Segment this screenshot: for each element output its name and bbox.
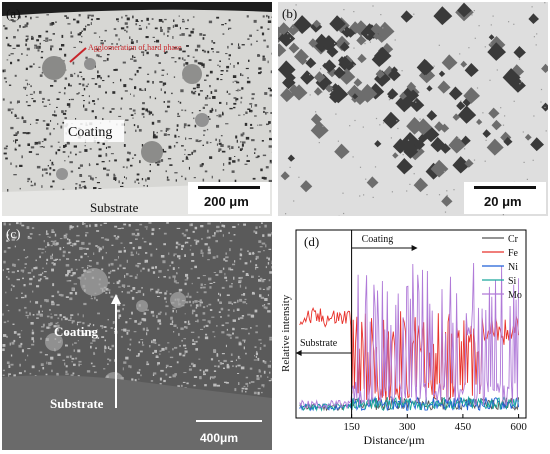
x-tick-label: 450 (455, 421, 472, 433)
panel-d-chart: (d) Coating Substrate Relative intensity… (278, 222, 548, 450)
panel-c-image: (c) Coating Substrate 400μm (2, 222, 272, 450)
panel-a-scale-bar: 200 μm (204, 194, 249, 209)
x-tick-label: 150 (343, 421, 360, 433)
panel-a-image: Agglomeration of hard phase (a) Coating … (2, 2, 272, 216)
series-line-si (299, 395, 520, 412)
panel-b-label: (b) (282, 6, 297, 21)
annotation-substrate: Substrate (300, 338, 338, 349)
legend-label-si: Si (508, 276, 517, 287)
series-line-mo (299, 262, 520, 410)
series-layer (299, 262, 520, 412)
panel-a-substrate-label: Substrate (90, 200, 139, 215)
legend-label-ni: Ni (508, 262, 518, 273)
panel-c-particles (2, 222, 272, 395)
panel-c-label: (c) (6, 226, 20, 241)
panel-c-scale-bar: 400μm (200, 431, 238, 445)
annotation-coating-arrowhead (411, 245, 418, 251)
panel-b-micrograph: (b) 20 μm (278, 2, 548, 216)
plot-frame (295, 229, 527, 419)
legend-label-fe: Fe (508, 248, 519, 259)
legend-label-cr: Cr (508, 234, 519, 245)
panel-a-particles (2, 14, 272, 193)
x-axis-label: Distance/μm (363, 433, 425, 447)
panel-c-coating-label: Coating (54, 324, 99, 339)
x-tick-label: 600 (510, 421, 527, 433)
panel-a-label: (a) (6, 6, 20, 21)
panel-b-image: (b) 20 μm (278, 2, 548, 216)
y-axis-label: Relative intensity (280, 294, 292, 372)
eds-line-scan-chart: (d) Coating Substrate Relative intensity… (278, 222, 548, 450)
panel-b-scale-bar: 20 μm (484, 194, 522, 209)
panel-a-coating-label: Coating (68, 125, 112, 140)
panel-c-substrate-label: Substrate (50, 396, 104, 411)
x-tick-label: 300 (399, 421, 416, 433)
panel-a-annotation: Agglomeration of hard phase (88, 43, 182, 52)
annotation-coating: Coating (362, 234, 394, 245)
x-ticks: 150 300 450 600 (343, 414, 527, 433)
panel-a-micrograph: Agglomeration of hard phase (a) Coating … (2, 2, 272, 216)
panel-d-label: (d) (304, 234, 319, 249)
legend: Cr Fe Ni Si Mo (482, 234, 522, 301)
legend-label-mo: Mo (508, 290, 522, 301)
annotation-substrate-arrowhead (295, 350, 302, 356)
panel-b-crystals (278, 2, 548, 216)
panel-c-micrograph: (c) Coating Substrate 400μm (2, 222, 272, 450)
